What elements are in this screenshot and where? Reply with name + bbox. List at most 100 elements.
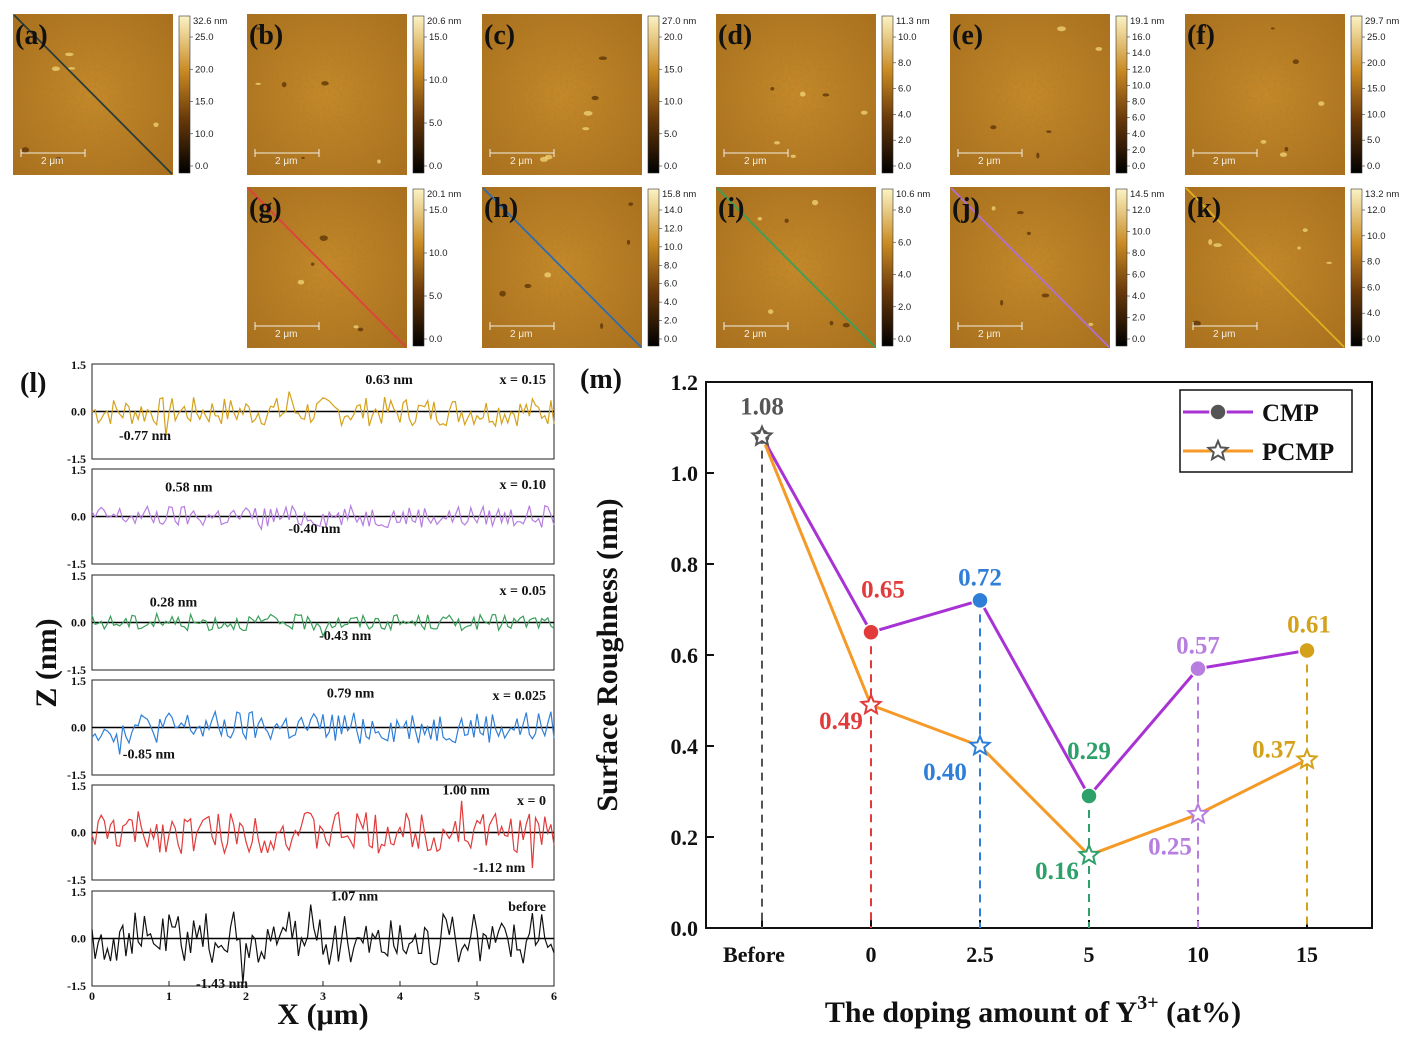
legend-box [1179,389,1353,473]
afm-feature [301,156,305,159]
x-tick-label: 0 [866,942,877,967]
legend-label-pcmp: PCMP [1262,439,1334,466]
cmp-value-label: 1.08 [740,394,784,421]
y-tick-label: 1.5 [71,358,86,372]
colorbar-max-label: 11.3 nm [896,16,930,27]
colorbar-tick-label: 15.0 [1367,84,1386,95]
colorbar-tick-label: 0.0 [1132,161,1145,172]
y-tick-label: 0.0 [71,510,86,524]
afm-feature [582,127,590,131]
y-tick-label: 0.8 [671,552,699,577]
profile-line [247,187,407,348]
series-label: before [508,900,546,915]
colorbar-tick-label: 15.0 [429,205,448,216]
x-tick-label: Before [723,942,785,967]
cmp-value-label: 0.61 [1287,611,1331,638]
y-tick-label: -1.5 [67,768,86,782]
afm-feature [55,156,62,161]
height-profiles-panel: (l) 1.5 0.0 -1.5 x = 0.15 0.63 nm -0.77 nm 1.5 0… [20,358,557,1031]
scale-bar-label: 2 μm [978,329,1000,340]
afm-feature [67,67,76,70]
afm-panel-label: (d) [718,20,752,51]
colorbar-tick-label: 20.0 [1367,58,1386,69]
y-tick-label: 1.5 [71,463,86,477]
profile-strip-3: 1.5 0.0 -1.5 x = 0.025 0.79 nm -0.85 nm [67,674,555,782]
colorbar-tick-label: 10.0 [664,97,683,108]
scale-bar-label: 2 μm [744,156,766,167]
afm-map-j: (j) 2 μm 14.5 nm 12.0 10.0 8.0 6.0 4.0 2.0 0.0 [950,187,1164,348]
afm-feature [790,154,796,158]
colorbar-max-label: 10.6 nm [896,189,930,200]
colorbar-tick-label: 10.0 [1132,80,1151,91]
profile-trace [91,800,555,869]
afm-feature [591,95,599,101]
afm-panel-label: (i) [718,193,744,224]
profile-strip-1: 1.5 0.0 -1.5 x = 0.10 0.58 nm -0.40 nm [67,463,555,571]
colorbar-tick-label: 2.0 [664,316,677,327]
afm-feature [1292,59,1299,65]
afm-feature [1026,231,1031,236]
afm-map-d: (d) 2 μm 11.3 nm 10.0 8.0 6.0 4.0 2.0 0.0 [716,14,930,175]
afm-maps: (a) 2 μm 32.6 nm 25.0 20.0 15.0 10.0 0.0 (b) 2 μm… [13,14,1399,348]
colorbar-tick-label: 10.0 [1132,227,1151,238]
colorbar-tick-label: 2.0 [898,135,911,146]
profile-trace [91,709,555,755]
scale-bar-label: 2 μm [41,156,63,167]
colorbar-tick-label: 12.0 [664,223,683,234]
max-annotation: 0.63 nm [365,373,413,388]
x-axis-title: The doping amount of Y3+ (at%) [825,992,1241,1029]
colorbar-tick-label: 10.0 [898,32,917,43]
panel-label-m: (m) [580,364,622,395]
y-tick-label: 1.0 [671,461,699,486]
colorbar-tick-label: 5.0 [429,118,442,129]
legend-label-cmp: CMP [1262,400,1319,427]
colorbar-tick-label: 2.0 [1132,313,1145,324]
x-tick-label: 3 [320,989,326,1003]
pcmp-point [1295,746,1319,770]
colorbar-tick-label: 12.0 [1132,64,1151,75]
colorbar-tick-label: 8.0 [664,260,677,271]
afm-map-e: (e) 2 μm 19.1 nm 16.0 14.0 12.0 10.0 8.0 6.0 4.0 2… [950,14,1164,175]
afm-map-k: (k) 2 μm 13.2 nm 12.0 10.0 8.0 6.0 4.0 0.0 [1185,187,1399,348]
afm-feature [770,87,775,91]
afm-feature [964,31,968,34]
cmp-point [862,623,880,641]
y-tick-label: 0.6 [671,643,699,668]
colorbar-tick-label: 20.0 [664,32,683,43]
profile-trace [91,611,555,638]
colorbar-tick-label: 4.0 [1132,129,1145,140]
colorbar-tick-label: 0.0 [1132,334,1145,345]
x-tick-label: 2.5 [966,942,994,967]
afm-feature [1095,47,1103,51]
series-label: x = 0.05 [500,584,546,599]
cmp-point [1080,787,1098,805]
colorbar-tick-label: 2.0 [898,302,911,313]
afm-feature [829,320,834,326]
afm-feature [353,325,359,329]
cmp-point [1298,641,1316,660]
afm-map-g: (g) 2 μm 20.1 nm 15.0 10.0 5.0 0.0 [247,187,461,348]
colorbar-tick-label: 8.0 [1367,257,1380,268]
y-axis-title: Surface Roughness (nm) [591,498,624,811]
max-annotation: 0.79 nm [327,686,375,701]
cmp-value-label: 0.29 [1067,738,1111,765]
scale-bar-label: 2 μm [510,329,532,340]
afm-feature [598,56,608,60]
max-annotation: 0.28 nm [150,596,198,611]
series-line-pcmp [760,436,1308,857]
max-annotation: 0.58 nm [165,480,213,495]
cmp-point [1189,659,1207,678]
afm-feature [990,125,997,130]
afm-panel-label: (h) [484,193,518,224]
colorbar [881,188,894,347]
scale-bar-label: 2 μm [1213,156,1235,167]
afm-feature [297,279,305,285]
scale-bar-label: 2 μm [510,156,532,167]
colorbar-tick-label: 4.0 [1132,291,1145,302]
colorbar-tick-label: 6.0 [898,84,911,95]
afm-feature [1213,243,1222,247]
afm-feature [583,110,593,116]
colorbar-tick-label: 20.0 [195,64,214,75]
y-axis-title: Z (nm) [30,618,63,707]
colorbar-tick-label: 8.0 [1132,97,1145,108]
